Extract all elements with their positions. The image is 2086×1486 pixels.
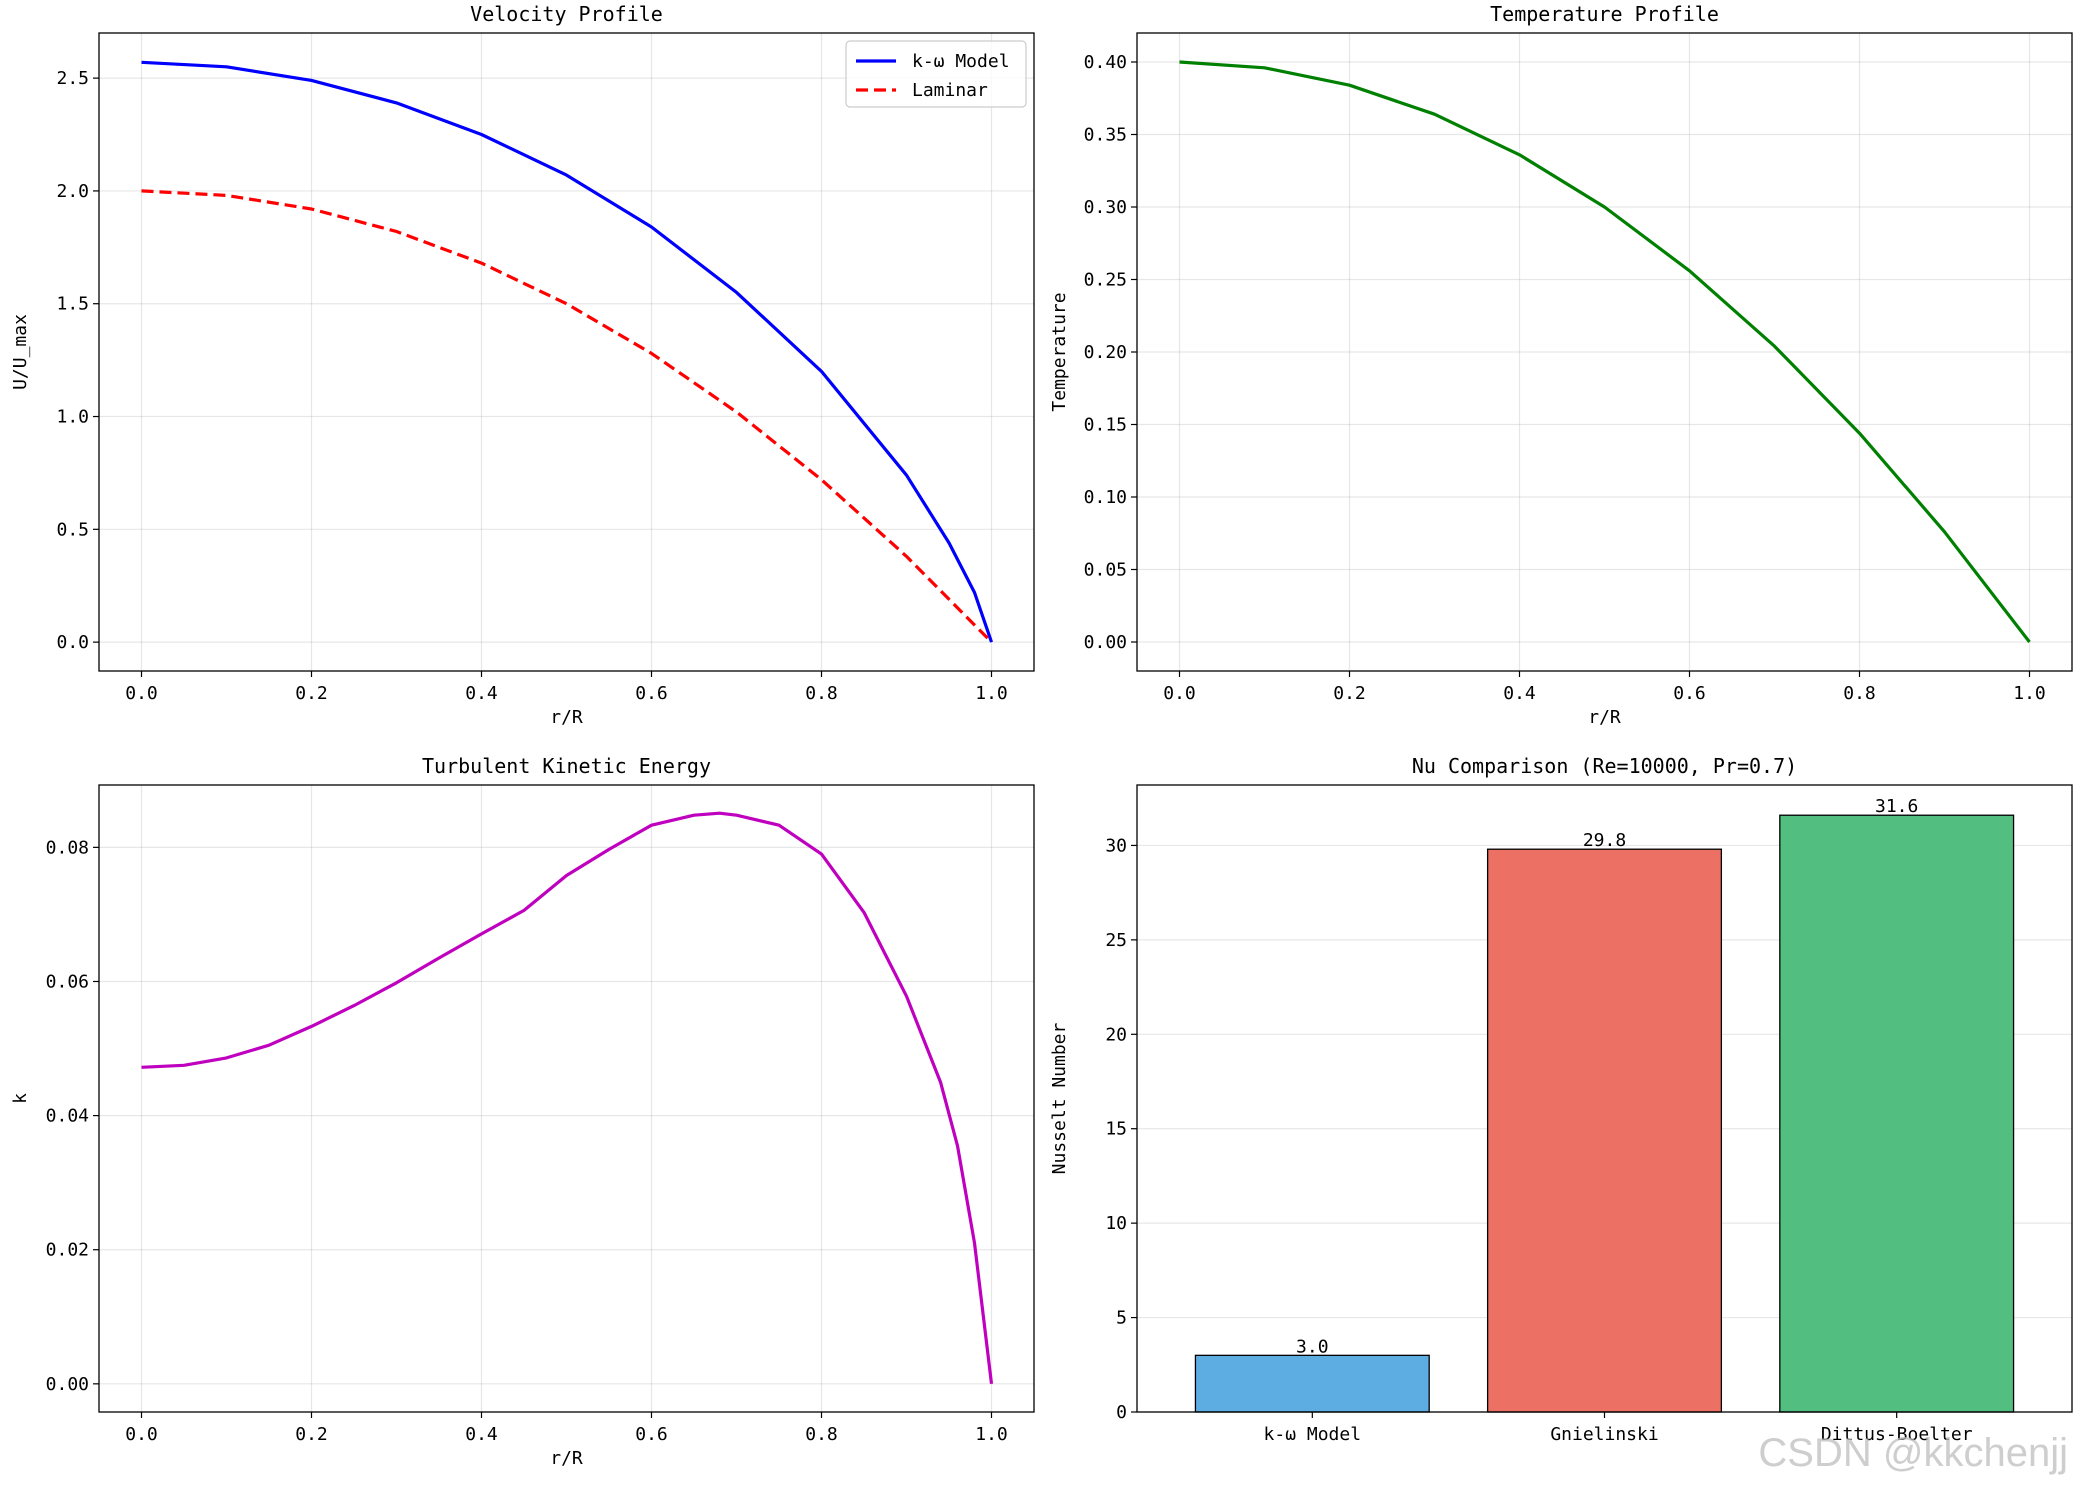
series-line bbox=[141, 189, 993, 644]
x-tick-label: 1.0 bbox=[975, 683, 1008, 704]
y-tick-label: 2.5 bbox=[56, 68, 89, 89]
y-tick-label: 10 bbox=[1105, 1213, 1127, 1234]
chart-2: 0.00 0.02 0.04 0.06 0.08 0.0 0.2 0.4 0.6 0.8 1.0 Tu… bbox=[10, 754, 1035, 1469]
y-axis-label: Temperature bbox=[1049, 292, 1070, 411]
series-line bbox=[141, 60, 994, 643]
x-tick-label: 0.6 bbox=[1673, 683, 1706, 704]
y-axis-label: U/U_max bbox=[10, 314, 31, 390]
x-tick-label: 0.8 bbox=[1843, 683, 1876, 704]
x-tick-label: 0.6 bbox=[635, 683, 668, 704]
x-tick-label: 0.6 bbox=[635, 1424, 668, 1445]
chart-title: Temperature Profile bbox=[1490, 2, 1719, 26]
axes-frame bbox=[1136, 32, 2073, 672]
x-tick-label: 0.4 bbox=[465, 683, 498, 704]
y-tick-label: 0.35 bbox=[1084, 125, 1127, 146]
axes-frame bbox=[98, 784, 1035, 1413]
legend-frame bbox=[845, 40, 1027, 108]
chart-title: Velocity Profile bbox=[470, 2, 663, 26]
x-tick-label: 0.4 bbox=[1503, 683, 1536, 704]
bar bbox=[1779, 814, 2015, 1413]
axes-frame bbox=[98, 32, 1035, 672]
axes-frame bbox=[1136, 784, 2073, 1413]
y-tick-label: 0.08 bbox=[46, 837, 89, 858]
x-tick-label: 0.2 bbox=[1333, 683, 1366, 704]
y-tick-label: 1.0 bbox=[56, 407, 89, 428]
y-tick-label: 25 bbox=[1105, 930, 1127, 951]
y-tick-label: 30 bbox=[1105, 835, 1127, 856]
y-tick-label: 0.02 bbox=[46, 1240, 89, 1261]
y-tick-label: 15 bbox=[1105, 1119, 1127, 1140]
y-tick-label: 0.04 bbox=[46, 1106, 89, 1127]
y-tick-label: 0.00 bbox=[46, 1374, 89, 1395]
chart-0: 0.0 0.5 1.0 1.5 2.0 2.5 0.0 0.2 0.4 0.6 0.8 1.0 Velo… bbox=[10, 2, 1035, 728]
y-tick-label: 5 bbox=[1116, 1308, 1127, 1329]
x-tick-label: 0.8 bbox=[805, 683, 838, 704]
y-tick-label: 1.5 bbox=[56, 294, 89, 315]
x-tick-label: 0.8 bbox=[805, 1424, 838, 1445]
bar-value-label: 3.0 bbox=[1296, 1336, 1329, 1357]
bar bbox=[1194, 1354, 1430, 1413]
y-tick-label: 0.30 bbox=[1084, 197, 1127, 218]
x-axis-label: r/R bbox=[1588, 707, 1621, 728]
chart-title: Turbulent Kinetic Energy bbox=[422, 754, 711, 778]
y-tick-label: 0.05 bbox=[1084, 560, 1127, 581]
chart-1: 0.00 0.05 0.10 0.15 0.20 0.25 0.30 0.35 0.40 0.0 0… bbox=[1049, 2, 2073, 728]
x-axis-label: r/R bbox=[550, 707, 583, 728]
legend: k-ω Model Laminar bbox=[845, 40, 1027, 108]
x-tick-label: 0.4 bbox=[465, 1424, 498, 1445]
y-tick-label: 0.20 bbox=[1084, 342, 1127, 363]
x-tick-label: 1.0 bbox=[2013, 683, 2046, 704]
x-tick-label: Gnielinski bbox=[1550, 1424, 1658, 1445]
x-axis-label: r/R bbox=[550, 1448, 583, 1469]
y-tick-label: 0.0 bbox=[56, 632, 89, 653]
y-axis-label: k bbox=[10, 1093, 31, 1104]
x-tick-label: 0.0 bbox=[1163, 683, 1196, 704]
bar bbox=[1486, 848, 1723, 1413]
x-tick-label: k-ω Model bbox=[1264, 1424, 1362, 1445]
series-line bbox=[141, 811, 994, 1384]
watermark: CSDN @kkchenjj bbox=[1758, 1431, 2068, 1475]
y-tick-label: 0.10 bbox=[1084, 487, 1127, 508]
x-tick-label: 0.0 bbox=[125, 1424, 158, 1445]
y-tick-label: 0 bbox=[1116, 1402, 1127, 1423]
series-line bbox=[1179, 60, 2031, 643]
y-tick-label: 0.25 bbox=[1084, 270, 1127, 291]
y-tick-label: 0.5 bbox=[56, 519, 89, 540]
x-tick-label: Dittus-Boelter bbox=[1821, 1424, 1973, 1445]
chart-3: 0 5 10 15 20 25 30 k-ω Model Gnielinski Dittus-Bo… bbox=[1049, 754, 2073, 1445]
x-tick-label: 0.0 bbox=[125, 683, 158, 704]
x-tick-label: 0.2 bbox=[295, 1424, 328, 1445]
legend-label: k-ω Model bbox=[912, 51, 1010, 72]
y-tick-label: 20 bbox=[1105, 1024, 1127, 1045]
bar-value-label: 31.6 bbox=[1875, 796, 1918, 817]
y-tick-label: 0.00 bbox=[1084, 632, 1127, 653]
x-tick-label: 0.2 bbox=[295, 683, 328, 704]
y-tick-label: 0.15 bbox=[1084, 415, 1127, 436]
y-tick-label: 2.0 bbox=[56, 181, 89, 202]
y-axis-label: Nusselt Number bbox=[1049, 1022, 1070, 1174]
chart-title: Nu Comparison (Re=10000, Pr=0.7) bbox=[1412, 754, 1797, 778]
y-tick-label: 0.06 bbox=[46, 971, 89, 992]
bar-value-label: 29.8 bbox=[1583, 830, 1626, 851]
y-tick-label: 0.40 bbox=[1084, 52, 1127, 73]
x-tick-label: 1.0 bbox=[975, 1424, 1008, 1445]
legend-label: Laminar bbox=[912, 80, 988, 101]
